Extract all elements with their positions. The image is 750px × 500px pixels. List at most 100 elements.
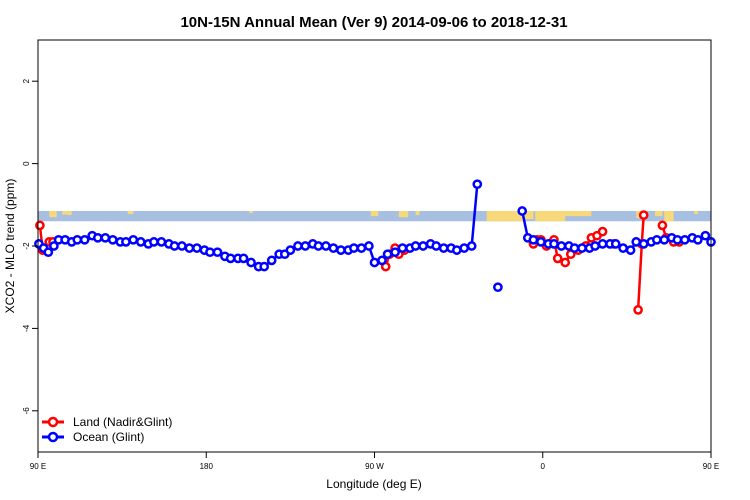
data-point xyxy=(590,241,600,251)
y-axis: 2 0 -2 -4 -6 xyxy=(22,78,38,414)
data-point xyxy=(72,234,83,245)
map-land-shape xyxy=(524,210,534,220)
data-point xyxy=(459,243,470,253)
data-point xyxy=(651,234,662,245)
data-point xyxy=(92,232,103,243)
data-point xyxy=(472,179,483,190)
data-point xyxy=(577,243,587,253)
y-tick-label: -4 xyxy=(22,324,31,332)
data-point xyxy=(397,243,408,253)
data-point xyxy=(418,241,428,251)
map-strip xyxy=(38,210,711,222)
map-land-shape xyxy=(62,210,68,215)
map-land-shape xyxy=(486,210,525,222)
map-land-shape xyxy=(694,210,698,215)
data-point xyxy=(569,243,580,253)
map-land-shape xyxy=(415,210,420,216)
legend-marker-ocean xyxy=(47,431,59,443)
chart-title: 10N-15N Annual Mean (Ver 9) 2014-09-06 t… xyxy=(180,14,567,31)
data-point xyxy=(552,253,563,264)
data-point xyxy=(313,241,324,251)
data-point xyxy=(192,243,202,253)
data-point xyxy=(149,237,159,247)
data-point xyxy=(259,261,270,272)
x-axis: 90 E 180 90 W 0 90 E xyxy=(30,452,719,471)
series-land xyxy=(35,210,685,315)
data-point xyxy=(177,241,187,251)
series-layer xyxy=(34,179,716,315)
data-point xyxy=(618,243,628,253)
data-point xyxy=(184,243,195,253)
y-tick-label: -2 xyxy=(22,242,31,250)
map-land-shape xyxy=(67,210,72,216)
x-tick-label: 180 xyxy=(200,462,214,471)
data-point xyxy=(659,234,670,245)
data-point xyxy=(638,210,649,220)
data-point xyxy=(549,239,559,249)
y-tick-label: 2 xyxy=(22,78,31,83)
legend-marker-land xyxy=(47,416,59,428)
data-point xyxy=(638,239,649,249)
x-tick-label: 90 E xyxy=(30,462,46,471)
x-tick-label: 90 E xyxy=(703,462,719,471)
map-land-shape xyxy=(535,210,566,222)
data-point xyxy=(431,241,442,251)
data-point xyxy=(205,247,215,258)
data-point xyxy=(135,237,146,247)
data-point xyxy=(536,237,546,247)
data-point xyxy=(382,249,393,260)
y-axis-label: XCO2 - MLO trend (ppm) xyxy=(3,179,17,314)
data-point xyxy=(610,239,621,249)
series-line xyxy=(636,215,645,310)
x-tick-label: 0 xyxy=(541,462,546,471)
data-point xyxy=(328,243,339,253)
data-point xyxy=(212,247,223,258)
map-land-shape xyxy=(654,210,663,217)
data-point xyxy=(43,247,54,258)
map-land-shape xyxy=(565,210,592,217)
data-point xyxy=(528,234,539,245)
data-point xyxy=(597,226,608,237)
y-tick-label: 0 xyxy=(22,161,31,166)
data-point xyxy=(321,241,331,251)
data-point xyxy=(493,282,503,293)
data-point xyxy=(49,241,59,251)
map-ocean-band xyxy=(38,210,711,222)
legend-label-land: Land (Nadir&Glint) xyxy=(73,415,172,429)
legend: Land (Nadir&Glint) Ocean (Glint) xyxy=(42,415,172,444)
data-point xyxy=(156,237,167,247)
legend-label-ocean: Ocean (Glint) xyxy=(73,430,144,444)
y-tick-label: -6 xyxy=(22,407,31,415)
data-point xyxy=(390,247,400,258)
map-land-shape xyxy=(249,210,253,214)
series-ocean xyxy=(34,179,716,293)
data-point xyxy=(693,234,703,245)
data-point xyxy=(377,255,387,266)
data-point xyxy=(625,245,636,255)
data-point xyxy=(169,241,180,251)
data-point xyxy=(246,257,256,268)
map-land-shape xyxy=(49,210,57,218)
data-point xyxy=(238,253,249,264)
data-point xyxy=(597,239,608,249)
data-point xyxy=(128,234,139,245)
legend-item-ocean: Ocean (Glint) xyxy=(42,430,144,444)
series-line xyxy=(38,184,479,268)
data-point xyxy=(466,241,477,251)
data-point xyxy=(336,245,346,255)
data-point xyxy=(121,237,131,247)
data-point xyxy=(293,241,303,251)
data-point xyxy=(356,243,367,253)
x-tick-label: 90 W xyxy=(365,462,384,471)
data-point xyxy=(672,234,683,245)
data-point xyxy=(657,220,668,231)
data-point xyxy=(364,241,374,251)
map-land-shape xyxy=(127,210,134,215)
legend-item-land: Land (Nadir&Glint) xyxy=(42,415,172,429)
data-point xyxy=(451,245,462,255)
x-axis-label: Longitude (deg E) xyxy=(326,477,421,491)
data-point xyxy=(633,305,643,315)
data-point xyxy=(35,220,45,231)
data-point xyxy=(410,241,421,251)
data-point xyxy=(438,243,449,253)
